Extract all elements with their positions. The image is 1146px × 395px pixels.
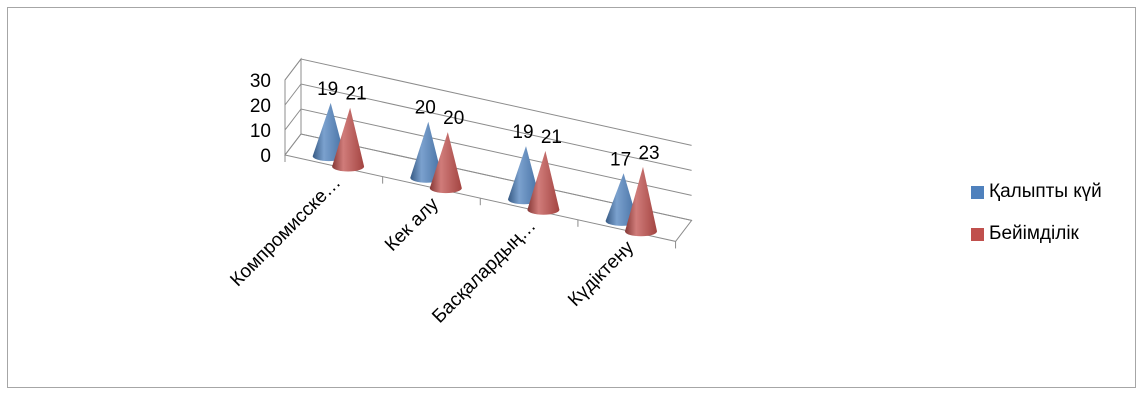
gridline-30 — [284, 58, 692, 146]
cone-Қалыпты күй-Басқалардың… — [508, 146, 540, 205]
data-label-Бейімділік-Компромисске…: 21 — [346, 84, 367, 105]
data-label-Бейімділік-Басқалардың…: 21 — [541, 127, 562, 148]
legend-item-series-1: Қалыпты күй — [971, 180, 1102, 204]
x-tick-label-3: Күдіктену — [564, 237, 638, 311]
y-tick-label-10: 10 — [250, 121, 271, 142]
data-label-Бейімділік-Күдіктену: 23 — [638, 143, 659, 164]
y-tick-label-30: 30 — [250, 71, 271, 92]
legend-swatch-series-1 — [971, 185, 984, 199]
chart-frame: 0 10 20 30 19 21 20 20 19 21 17 23 Компромисске… Ке… — [7, 7, 1136, 388]
y-axis-tick-labels: 0 10 20 30 — [250, 71, 271, 167]
legend-label-series-2: Бейімділік — [989, 223, 1079, 244]
cone-body — [410, 121, 443, 183]
x-tick-label-2: Басқалардың… — [428, 215, 540, 327]
cone-Қалыпты күй-Күдіктену — [605, 173, 638, 226]
gridline-20 — [284, 83, 692, 171]
cone-body — [605, 173, 638, 226]
data-label-Қалыпты күй-Компромисске…: 19 — [317, 79, 338, 100]
legend-swatch-series-2 — [971, 227, 984, 241]
data-label-Қалыпты күй-Кек алу: 20 — [415, 98, 436, 119]
cone-Бейімділік-Күдіктену — [625, 166, 657, 237]
cone-Бейімділік-Басқалардың… — [527, 150, 560, 215]
cone-body — [312, 102, 345, 162]
cone-body — [527, 150, 560, 215]
cone-body — [429, 132, 462, 194]
cone-body — [508, 146, 540, 205]
data-label-Қалыпты күй-Басқалардың…: 19 — [512, 122, 533, 143]
cone-Қалыпты күй-Кек алу — [410, 121, 443, 183]
chart-gridlines — [284, 58, 692, 249]
x-tick-label-0: Компромисске… — [226, 172, 345, 291]
data-label-Қалыпты күй-Күдіктену: 17 — [610, 149, 631, 170]
cone-Қалыпты күй-Компромисске… — [312, 102, 345, 162]
legend-item-series-2: Бейімділік — [971, 222, 1102, 246]
cone-body — [332, 107, 365, 172]
cone-Бейімділік-Кек алу — [429, 132, 462, 194]
chart-legend: Қалыпты күй Бейімділік — [971, 180, 1102, 264]
cone-body — [625, 166, 657, 237]
y-tick-label-0: 0 — [260, 146, 271, 167]
chart-cones — [312, 102, 657, 237]
gridline-0 — [284, 133, 692, 221]
y-tick-label-20: 20 — [250, 96, 271, 117]
chart-plot: 0 10 20 30 19 21 20 20 19 21 17 23 Компромисске… Ке… — [226, 57, 693, 327]
gridline-10 — [284, 108, 692, 196]
cone-Бейімділік-Компромисске… — [332, 107, 365, 172]
chart-data-labels: 19 21 20 20 19 21 17 23 — [317, 79, 659, 170]
legend-label-series-1: Қалыпты күй — [989, 181, 1102, 202]
x-tick-label-1: Кек алу — [381, 193, 443, 255]
data-label-Бейімділік-Кек алу: 20 — [443, 108, 464, 129]
